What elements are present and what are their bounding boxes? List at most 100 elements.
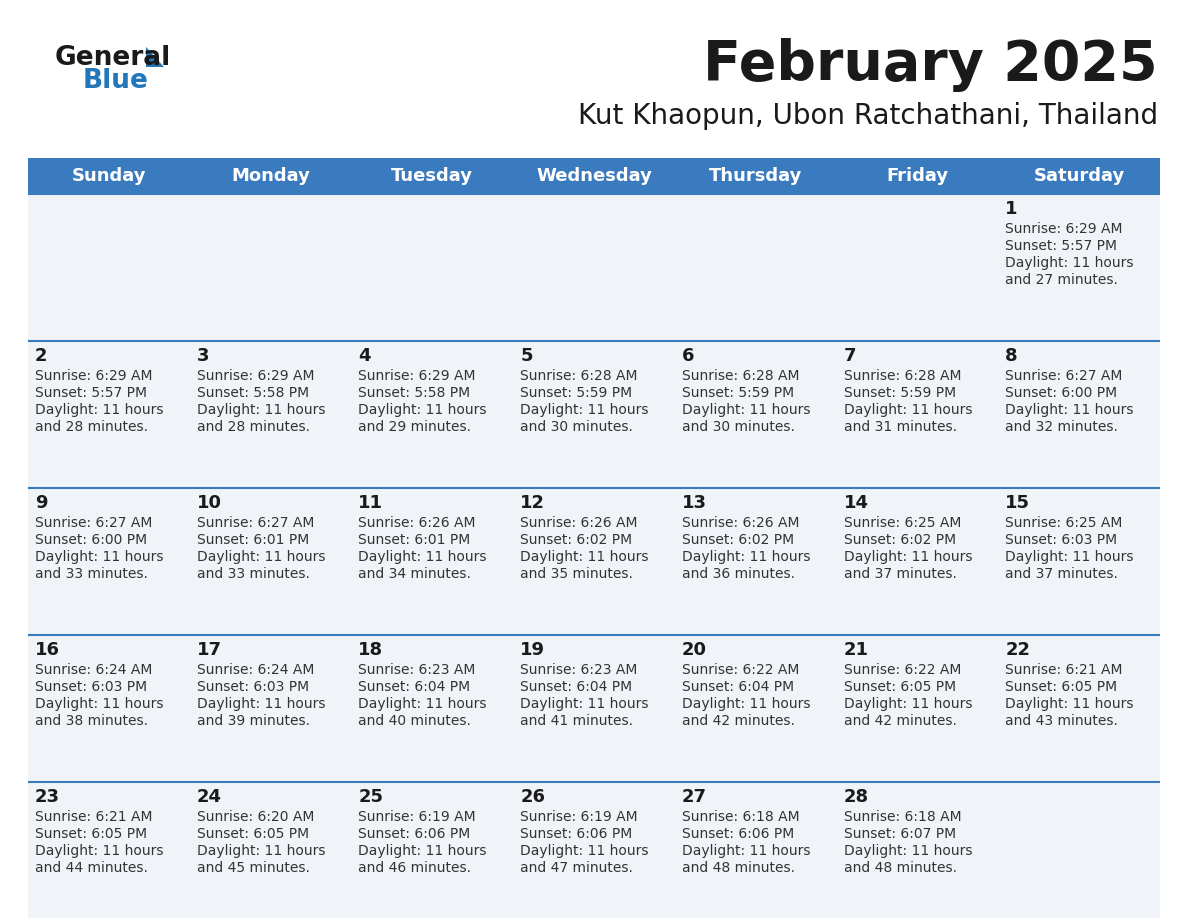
Text: Daylight: 11 hours: Daylight: 11 hours	[359, 697, 487, 711]
Text: and 42 minutes.: and 42 minutes.	[682, 714, 795, 728]
Text: 9: 9	[34, 494, 48, 512]
Bar	[29, 782, 1159, 918]
Text: Daylight: 11 hours: Daylight: 11 hours	[682, 403, 810, 417]
Text: 14: 14	[843, 494, 868, 512]
Text: and 27 minutes.: and 27 minutes.	[1005, 273, 1118, 287]
Text: and 45 minutes.: and 45 minutes.	[197, 861, 310, 875]
Text: Sunrise: 6:26 AM: Sunrise: 6:26 AM	[520, 516, 638, 530]
Bar	[29, 158, 1159, 194]
Text: 3: 3	[197, 347, 209, 365]
Text: Blue: Blue	[83, 68, 148, 94]
Text: 21: 21	[843, 641, 868, 659]
Text: Sunset: 6:02 PM: Sunset: 6:02 PM	[843, 533, 955, 547]
Text: and 37 minutes.: and 37 minutes.	[843, 567, 956, 581]
Polygon shape	[146, 47, 164, 67]
Text: Sunset: 5:59 PM: Sunset: 5:59 PM	[520, 386, 632, 400]
Text: and 28 minutes.: and 28 minutes.	[34, 420, 148, 434]
Text: Daylight: 11 hours: Daylight: 11 hours	[1005, 697, 1133, 711]
Text: and 28 minutes.: and 28 minutes.	[197, 420, 310, 434]
Text: and 48 minutes.: and 48 minutes.	[682, 861, 795, 875]
Text: 18: 18	[359, 641, 384, 659]
Text: General: General	[55, 45, 171, 71]
Text: Friday: Friday	[886, 167, 948, 185]
Text: and 40 minutes.: and 40 minutes.	[359, 714, 472, 728]
Text: 20: 20	[682, 641, 707, 659]
Text: Sunrise: 6:19 AM: Sunrise: 6:19 AM	[359, 810, 476, 824]
Text: 17: 17	[197, 641, 222, 659]
Text: 13: 13	[682, 494, 707, 512]
Text: and 37 minutes.: and 37 minutes.	[1005, 567, 1118, 581]
Text: Sunrise: 6:23 AM: Sunrise: 6:23 AM	[359, 663, 476, 677]
Text: Sunrise: 6:27 AM: Sunrise: 6:27 AM	[34, 516, 152, 530]
Text: Sunrise: 6:21 AM: Sunrise: 6:21 AM	[34, 810, 152, 824]
Text: Monday: Monday	[232, 167, 310, 185]
Text: Daylight: 11 hours: Daylight: 11 hours	[34, 403, 164, 417]
Text: Sunrise: 6:28 AM: Sunrise: 6:28 AM	[843, 369, 961, 383]
Text: 24: 24	[197, 788, 222, 806]
Text: Sunset: 5:58 PM: Sunset: 5:58 PM	[197, 386, 309, 400]
Text: Daylight: 11 hours: Daylight: 11 hours	[520, 550, 649, 564]
Text: Sunrise: 6:26 AM: Sunrise: 6:26 AM	[359, 516, 476, 530]
Text: 6: 6	[682, 347, 694, 365]
Text: Sunrise: 6:27 AM: Sunrise: 6:27 AM	[197, 516, 314, 530]
Text: Sunrise: 6:28 AM: Sunrise: 6:28 AM	[682, 369, 800, 383]
Text: Sunrise: 6:22 AM: Sunrise: 6:22 AM	[682, 663, 800, 677]
Text: Sunset: 6:06 PM: Sunset: 6:06 PM	[359, 827, 470, 841]
Text: Sunset: 5:57 PM: Sunset: 5:57 PM	[1005, 239, 1117, 253]
Text: Sunset: 6:05 PM: Sunset: 6:05 PM	[1005, 680, 1118, 694]
Text: Daylight: 11 hours: Daylight: 11 hours	[197, 403, 326, 417]
Text: Daylight: 11 hours: Daylight: 11 hours	[843, 844, 972, 858]
Text: and 34 minutes.: and 34 minutes.	[359, 567, 472, 581]
Text: 2: 2	[34, 347, 48, 365]
Bar	[29, 488, 1159, 635]
Text: 22: 22	[1005, 641, 1030, 659]
Text: Sunrise: 6:29 AM: Sunrise: 6:29 AM	[1005, 222, 1123, 236]
Text: Sunday: Sunday	[71, 167, 146, 185]
Bar	[29, 635, 1159, 782]
Text: Daylight: 11 hours: Daylight: 11 hours	[197, 844, 326, 858]
Text: Saturday: Saturday	[1034, 167, 1125, 185]
Text: and 46 minutes.: and 46 minutes.	[359, 861, 472, 875]
Bar	[29, 194, 1159, 341]
Text: Daylight: 11 hours: Daylight: 11 hours	[359, 550, 487, 564]
Text: and 43 minutes.: and 43 minutes.	[1005, 714, 1118, 728]
Text: Sunrise: 6:22 AM: Sunrise: 6:22 AM	[843, 663, 961, 677]
Text: Tuesday: Tuesday	[391, 167, 473, 185]
Text: and 35 minutes.: and 35 minutes.	[520, 567, 633, 581]
Text: 7: 7	[843, 347, 857, 365]
Text: 27: 27	[682, 788, 707, 806]
Text: 5: 5	[520, 347, 532, 365]
Text: 28: 28	[843, 788, 868, 806]
Text: and 48 minutes.: and 48 minutes.	[843, 861, 956, 875]
Text: 23: 23	[34, 788, 61, 806]
Text: Sunset: 5:59 PM: Sunset: 5:59 PM	[682, 386, 794, 400]
Text: 4: 4	[359, 347, 371, 365]
Text: Sunset: 6:01 PM: Sunset: 6:01 PM	[197, 533, 309, 547]
Text: Sunrise: 6:18 AM: Sunrise: 6:18 AM	[682, 810, 800, 824]
Text: Sunrise: 6:18 AM: Sunrise: 6:18 AM	[843, 810, 961, 824]
Text: 1: 1	[1005, 200, 1018, 218]
Text: 25: 25	[359, 788, 384, 806]
Text: Sunset: 6:05 PM: Sunset: 6:05 PM	[34, 827, 147, 841]
Text: and 41 minutes.: and 41 minutes.	[520, 714, 633, 728]
Text: Sunset: 6:03 PM: Sunset: 6:03 PM	[1005, 533, 1118, 547]
Text: Sunset: 6:05 PM: Sunset: 6:05 PM	[197, 827, 309, 841]
Text: 19: 19	[520, 641, 545, 659]
Text: Daylight: 11 hours: Daylight: 11 hours	[1005, 403, 1133, 417]
Text: Sunset: 6:02 PM: Sunset: 6:02 PM	[520, 533, 632, 547]
Text: Sunset: 6:00 PM: Sunset: 6:00 PM	[34, 533, 147, 547]
Text: and 33 minutes.: and 33 minutes.	[34, 567, 147, 581]
Text: Daylight: 11 hours: Daylight: 11 hours	[520, 697, 649, 711]
Text: Thursday: Thursday	[709, 167, 802, 185]
Text: Sunset: 6:05 PM: Sunset: 6:05 PM	[843, 680, 955, 694]
Text: 26: 26	[520, 788, 545, 806]
Text: Sunrise: 6:26 AM: Sunrise: 6:26 AM	[682, 516, 800, 530]
Bar	[29, 341, 1159, 488]
Text: Sunset: 6:04 PM: Sunset: 6:04 PM	[520, 680, 632, 694]
Text: Sunset: 5:59 PM: Sunset: 5:59 PM	[843, 386, 955, 400]
Text: Sunset: 6:04 PM: Sunset: 6:04 PM	[682, 680, 794, 694]
Text: Daylight: 11 hours: Daylight: 11 hours	[520, 844, 649, 858]
Text: Daylight: 11 hours: Daylight: 11 hours	[34, 550, 164, 564]
Text: Sunrise: 6:23 AM: Sunrise: 6:23 AM	[520, 663, 638, 677]
Text: Sunset: 6:06 PM: Sunset: 6:06 PM	[520, 827, 632, 841]
